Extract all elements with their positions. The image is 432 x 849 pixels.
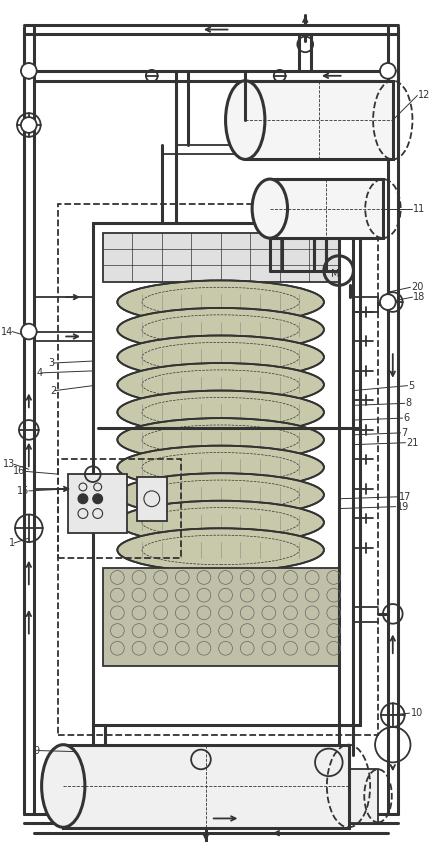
Text: 20: 20 xyxy=(411,282,424,292)
Bar xyxy=(289,769,378,824)
Circle shape xyxy=(21,117,37,132)
Ellipse shape xyxy=(118,280,324,323)
Text: 18: 18 xyxy=(413,292,426,302)
Bar xyxy=(93,223,360,725)
Text: 4: 4 xyxy=(36,368,43,378)
Ellipse shape xyxy=(118,418,324,461)
Text: 17: 17 xyxy=(399,492,411,502)
Circle shape xyxy=(380,294,396,310)
Text: 6: 6 xyxy=(403,413,410,423)
Text: 11: 11 xyxy=(413,204,426,214)
Text: 15: 15 xyxy=(17,486,30,496)
Text: 9: 9 xyxy=(34,745,40,756)
Ellipse shape xyxy=(41,745,85,827)
Ellipse shape xyxy=(226,81,265,160)
Ellipse shape xyxy=(159,774,194,824)
Ellipse shape xyxy=(252,179,288,238)
Text: 12: 12 xyxy=(418,91,431,100)
Ellipse shape xyxy=(118,528,324,571)
Bar xyxy=(58,204,378,735)
Ellipse shape xyxy=(118,335,324,379)
Bar xyxy=(63,745,349,829)
Text: 5: 5 xyxy=(409,380,415,391)
Text: 2: 2 xyxy=(50,385,56,396)
Bar xyxy=(176,774,285,824)
Text: 10: 10 xyxy=(410,708,423,718)
Bar xyxy=(245,81,393,160)
Text: 19: 19 xyxy=(397,502,409,512)
Ellipse shape xyxy=(118,446,324,489)
Ellipse shape xyxy=(118,473,324,516)
Text: 3: 3 xyxy=(48,358,54,368)
Text: M: M xyxy=(331,269,339,279)
Bar xyxy=(68,475,127,533)
Text: 1: 1 xyxy=(9,538,15,548)
Ellipse shape xyxy=(118,363,324,407)
Text: 13: 13 xyxy=(3,459,15,469)
Bar xyxy=(103,233,339,283)
Text: 14: 14 xyxy=(1,327,13,336)
Circle shape xyxy=(78,494,88,503)
Ellipse shape xyxy=(118,391,324,434)
Bar xyxy=(103,568,339,666)
Bar xyxy=(270,179,383,238)
Circle shape xyxy=(380,63,396,79)
Bar xyxy=(58,459,181,558)
Circle shape xyxy=(21,323,37,340)
Circle shape xyxy=(93,494,103,503)
Text: 16: 16 xyxy=(13,466,25,476)
Bar xyxy=(137,477,167,521)
Text: 8: 8 xyxy=(406,398,412,408)
Ellipse shape xyxy=(276,769,303,823)
Text: 7: 7 xyxy=(402,428,408,438)
Ellipse shape xyxy=(118,501,324,544)
Text: 21: 21 xyxy=(407,438,419,447)
Ellipse shape xyxy=(118,308,324,351)
Circle shape xyxy=(21,63,37,79)
